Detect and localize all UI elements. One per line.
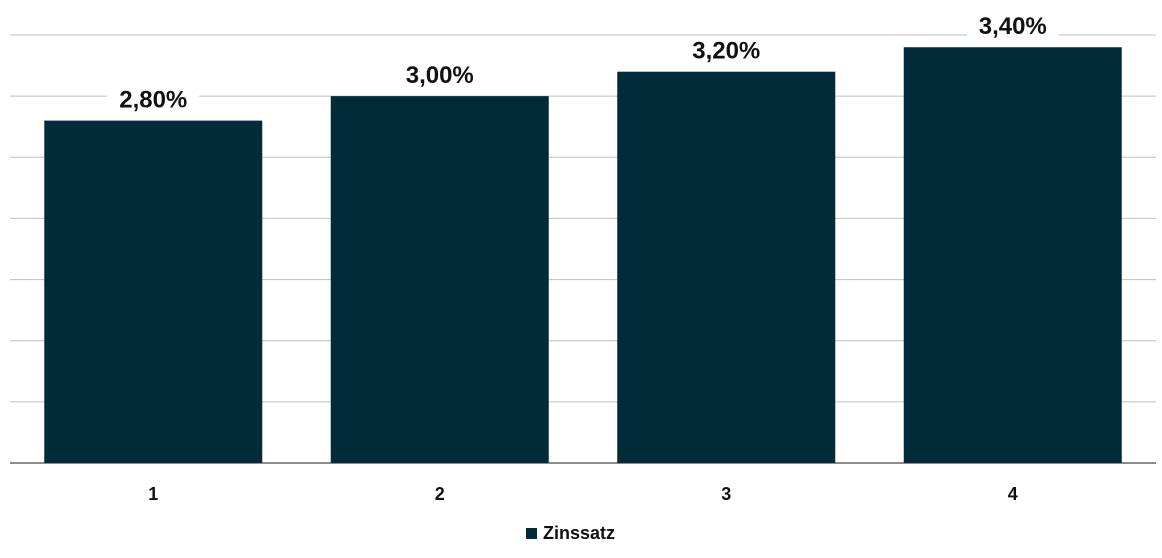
data-label-background xyxy=(393,61,486,88)
legend-swatch xyxy=(526,527,537,539)
data-label: 3,20% xyxy=(692,38,760,65)
data-label-background xyxy=(107,85,200,112)
bar xyxy=(903,47,1122,463)
bar xyxy=(330,96,549,464)
data-label: 3,00% xyxy=(406,62,474,89)
x-tick-label: 2 xyxy=(435,484,445,504)
data-label: 3,40% xyxy=(979,13,1047,40)
data-label-background xyxy=(966,12,1059,39)
bar xyxy=(44,120,263,463)
x-tick-label: 3 xyxy=(721,484,731,504)
data-label: 2,80% xyxy=(119,87,187,114)
bar-chart: 1 2,80% 2 3,00% 3 3,20% 4 3,40% xyxy=(10,12,1156,504)
x-tick-label: 1 xyxy=(148,484,158,504)
legend-label: Zinssatz xyxy=(543,523,616,543)
bar xyxy=(617,71,836,463)
data-label-background xyxy=(680,36,773,63)
legend: Zinssatz xyxy=(526,524,615,542)
x-tick-label: 4 xyxy=(1008,484,1018,504)
